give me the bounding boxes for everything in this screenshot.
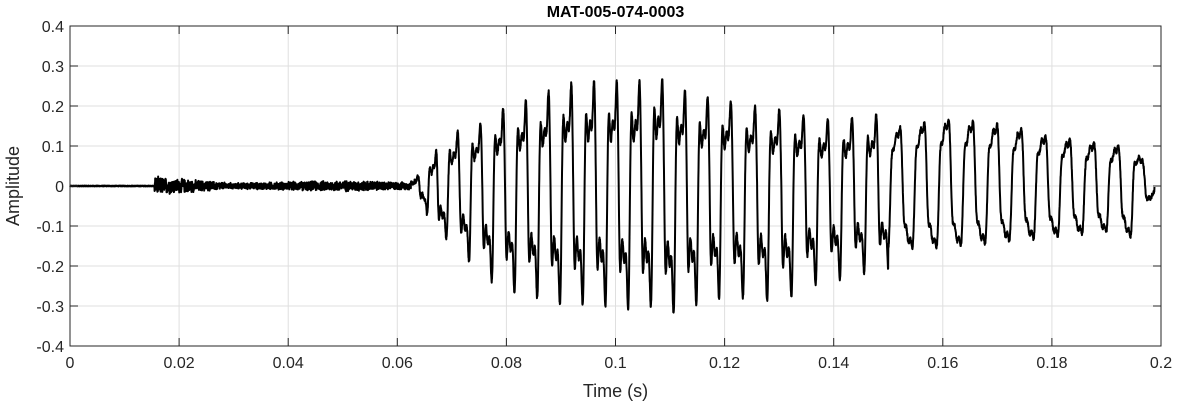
x-tick-label: 0.12 bbox=[709, 355, 740, 372]
x-tick-label: 0.02 bbox=[164, 355, 195, 372]
y-tick-label: 0.4 bbox=[42, 19, 64, 36]
y-tick-label: 0.3 bbox=[42, 59, 64, 76]
y-tick-label: 0.1 bbox=[42, 139, 64, 156]
y-tick-label: 0.2 bbox=[42, 99, 64, 116]
x-tick-label: 0 bbox=[66, 355, 75, 372]
y-tick-label: -0.4 bbox=[36, 339, 64, 356]
y-axis-label: Amplitude bbox=[3, 146, 23, 226]
x-tick-label: 0.18 bbox=[1036, 355, 1067, 372]
x-tick-label: 0.08 bbox=[491, 355, 522, 372]
x-tick-label: 0.16 bbox=[927, 355, 958, 372]
x-tick-label: 0.1 bbox=[604, 355, 626, 372]
x-tick-label: 0.2 bbox=[1150, 355, 1172, 372]
chart-title: MAT-005-074-0003 bbox=[547, 4, 685, 21]
y-tick-label: 0 bbox=[55, 179, 64, 196]
tick-labels: 0 0.02 0.04 0.06 0.08 0.1 0.12 0.14 0.16 0.18 0.2 0… bbox=[36, 19, 1172, 372]
x-tick-label: 0.06 bbox=[382, 355, 413, 372]
data-layer bbox=[69, 78, 1156, 314]
x-tick-label: 0.04 bbox=[273, 355, 304, 372]
x-axis-label: Time (s) bbox=[583, 381, 648, 401]
x-tick-label: 0.14 bbox=[818, 355, 849, 372]
waveform-line bbox=[69, 78, 1156, 314]
tick-marks bbox=[69, 25, 1162, 347]
y-tick-label: -0.3 bbox=[36, 299, 64, 316]
y-tick-label: -0.1 bbox=[36, 219, 64, 236]
y-tick-label: -0.2 bbox=[36, 259, 64, 276]
